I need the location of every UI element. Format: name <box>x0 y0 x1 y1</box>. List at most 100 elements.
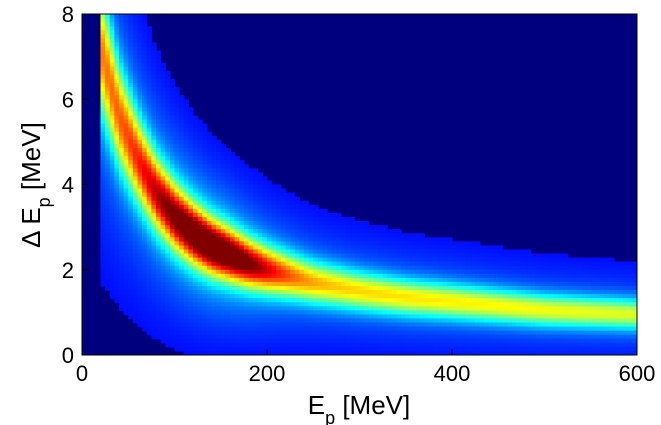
heatmap-cell <box>336 326 342 332</box>
heatmap-cell <box>202 290 208 295</box>
heatmap-cell <box>419 237 425 242</box>
heatmap-cell <box>267 346 273 352</box>
heatmap-cell <box>308 233 314 238</box>
heatmap-cell <box>165 115 171 121</box>
heatmap-cell <box>313 237 319 242</box>
heatmap-cell <box>572 269 578 275</box>
heatmap-cell <box>535 257 541 263</box>
heatmap-cell <box>262 310 268 316</box>
heatmap-cell <box>456 294 462 299</box>
heatmap-cell <box>142 111 148 117</box>
heatmap-cell <box>193 314 199 320</box>
heatmap-cell <box>493 338 499 344</box>
heatmap-cell <box>146 176 152 182</box>
heatmap-cell <box>276 330 282 336</box>
heatmap-cell <box>354 294 361 299</box>
heatmap-cell <box>308 204 314 210</box>
heatmap-cell <box>197 131 203 137</box>
heatmap-cell <box>239 237 245 242</box>
heatmap-cell <box>516 350 522 355</box>
heatmap-cell <box>132 135 139 141</box>
heatmap-cell <box>484 334 490 340</box>
heatmap-cell <box>327 310 333 316</box>
heatmap-cell <box>169 294 176 299</box>
heatmap-cell <box>507 314 513 320</box>
heatmap-cell <box>243 330 250 336</box>
heatmap-cell <box>202 160 208 165</box>
heatmap-cell <box>239 204 245 210</box>
heatmap-cell <box>206 318 213 324</box>
heatmap-cell <box>604 322 610 328</box>
heatmap-cell <box>211 172 217 177</box>
heatmap-cell <box>100 62 106 68</box>
heatmap-cell <box>294 212 300 218</box>
heatmap-cell <box>438 253 444 259</box>
heatmap-cell <box>151 273 157 279</box>
heatmap-cell <box>253 338 259 344</box>
heatmap-cell <box>558 306 564 311</box>
heatmap-cell <box>539 314 546 320</box>
heatmap-cell <box>193 233 199 238</box>
heatmap-cell <box>350 225 356 230</box>
heatmap-cell <box>586 326 592 332</box>
heatmap-cell <box>438 257 444 263</box>
heatmap-cell <box>169 269 176 275</box>
heatmap-cell <box>521 273 527 279</box>
heatmap-cell <box>183 257 189 263</box>
heatmap-cell <box>350 261 356 267</box>
heatmap-cell <box>253 346 259 352</box>
heatmap-cell <box>132 103 139 108</box>
heatmap-cell <box>160 180 166 186</box>
heatmap-cell <box>572 273 578 279</box>
heatmap-cell <box>234 338 240 344</box>
heatmap-cell <box>109 26 115 31</box>
heatmap-cell <box>100 253 106 259</box>
heatmap-cell <box>461 302 467 307</box>
heatmap-cell <box>234 156 240 161</box>
heatmap-cell <box>211 322 217 328</box>
heatmap-cell <box>183 338 189 344</box>
heatmap-cell <box>253 302 259 307</box>
heatmap-cell <box>137 257 143 263</box>
heatmap-cell <box>609 265 615 271</box>
heatmap-cell <box>544 342 550 348</box>
heatmap-cell <box>243 180 250 186</box>
heatmap-cell <box>193 123 199 129</box>
heatmap-cell <box>521 318 527 324</box>
heatmap-cell <box>600 322 606 328</box>
heatmap-cell <box>160 156 166 161</box>
heatmap-cell <box>132 302 139 307</box>
heatmap-cell <box>271 221 277 226</box>
heatmap-cell <box>169 208 176 214</box>
heatmap-cell <box>248 261 254 267</box>
heatmap-cell <box>378 326 384 332</box>
heatmap-cell <box>452 346 458 352</box>
heatmap-cell <box>438 273 444 279</box>
heatmap-cell <box>470 273 476 279</box>
heatmap-cell <box>572 342 578 348</box>
heatmap-cell <box>493 253 499 259</box>
heatmap-cell <box>405 302 411 307</box>
heatmap-cell <box>354 318 361 324</box>
heatmap-cell <box>114 168 120 173</box>
heatmap-cell <box>234 160 240 165</box>
heatmap-cell <box>142 143 148 149</box>
heatmap-cell <box>183 334 189 340</box>
heatmap-cell <box>475 253 481 259</box>
heatmap-cell <box>456 245 462 251</box>
heatmap-cell <box>336 294 342 299</box>
heatmap-cell <box>549 294 555 299</box>
heatmap-cell <box>183 192 189 198</box>
heatmap-cell <box>114 91 120 96</box>
heatmap-cell <box>193 310 199 316</box>
heatmap-cell <box>632 265 637 271</box>
heatmap-cell <box>100 30 106 35</box>
heatmap-cell <box>183 184 189 190</box>
heatmap-cell <box>243 310 250 316</box>
heatmap-cell <box>114 95 120 100</box>
heatmap-cell <box>285 204 291 210</box>
heatmap-cell <box>447 330 453 336</box>
heatmap-cell <box>119 281 125 287</box>
heatmap-cell <box>558 261 564 267</box>
heatmap-cell <box>567 350 573 355</box>
